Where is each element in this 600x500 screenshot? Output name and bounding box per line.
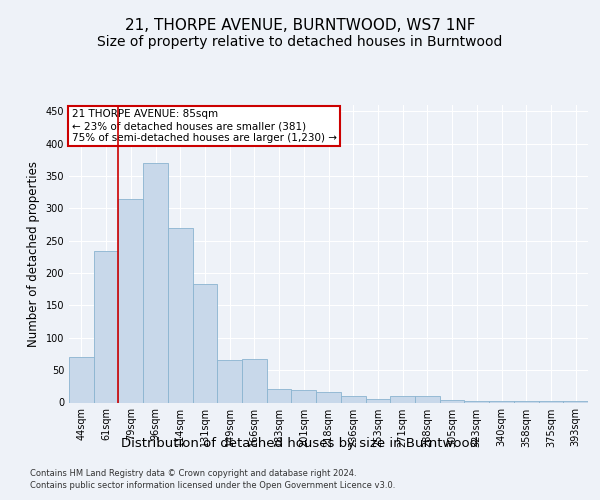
Bar [168,228,193,402]
Bar [143,163,168,402]
Bar [267,389,292,402]
Bar [489,400,514,402]
Text: Distribution of detached houses by size in Burntwood: Distribution of detached houses by size … [121,438,479,450]
Text: Contains public sector information licensed under the Open Government Licence v3: Contains public sector information licen… [30,481,395,490]
Bar [464,400,489,402]
Bar [563,400,588,402]
Bar [242,358,267,403]
Bar [69,357,94,403]
Bar [390,396,415,402]
Text: Size of property relative to detached houses in Burntwood: Size of property relative to detached ho… [97,35,503,49]
Bar [118,199,143,402]
Y-axis label: Number of detached properties: Number of detached properties [27,161,40,347]
Bar [316,392,341,402]
Bar [341,396,365,402]
Text: Contains HM Land Registry data © Crown copyright and database right 2024.: Contains HM Land Registry data © Crown c… [30,469,356,478]
Bar [365,398,390,402]
Bar [193,284,217,403]
Text: 21, THORPE AVENUE, BURNTWOOD, WS7 1NF: 21, THORPE AVENUE, BURNTWOOD, WS7 1NF [125,18,475,32]
Text: 21 THORPE AVENUE: 85sqm
← 23% of detached houses are smaller (381)
75% of semi-d: 21 THORPE AVENUE: 85sqm ← 23% of detache… [71,110,337,142]
Bar [94,250,118,402]
Bar [415,396,440,402]
Bar [440,400,464,402]
Bar [292,390,316,402]
Bar [514,400,539,402]
Bar [217,360,242,403]
Bar [539,400,563,402]
